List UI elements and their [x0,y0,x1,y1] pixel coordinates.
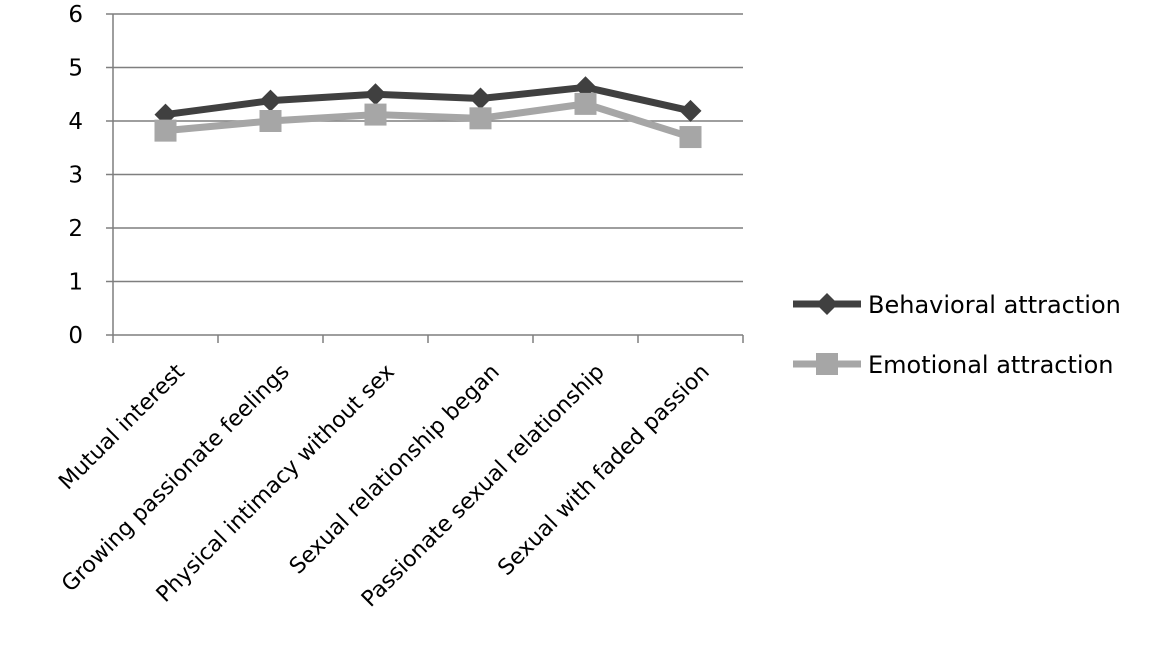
data-point [574,76,597,99]
data-point [469,87,492,110]
x-tick-label: Sexual with faded passion [493,360,714,581]
gridlines [113,13,743,283]
y-tick-label: 6 [68,2,83,28]
y-tick-label: 1 [68,270,83,296]
data-point [364,103,387,126]
y-tick-label: 3 [68,163,83,189]
y-tick-label: 2 [68,216,83,242]
y-tick-label: 0 [68,323,83,349]
legend-marker [816,293,838,315]
y-tick-label: 4 [68,109,83,135]
series-emotional [154,92,702,149]
data-point [679,126,702,149]
y-tick-label: 5 [68,56,83,82]
y-axis-ticks: 0 1 2 3 4 5 6 [68,2,113,349]
legend-item: Emotional attraction [793,351,1113,379]
x-tick-label: Sexual relationship began [285,360,505,580]
legend-item: Behavioral attraction [793,291,1121,319]
data-point [679,99,702,122]
x-tick-label: Growing passionate feelings [57,360,295,598]
legend: Behavioral attraction Emotional attractio… [793,291,1121,379]
data-point [574,92,597,115]
data-point [259,110,282,132]
legend-label: Behavioral attraction [868,291,1121,319]
series-line [165,83,692,119]
data-point [364,83,387,106]
data-point [469,107,492,130]
series-group [154,76,702,149]
series-line [165,100,692,141]
legend-marker [816,353,838,375]
legend-label: Emotional attraction [868,351,1113,379]
data-point [259,89,282,112]
data-point [154,119,177,142]
